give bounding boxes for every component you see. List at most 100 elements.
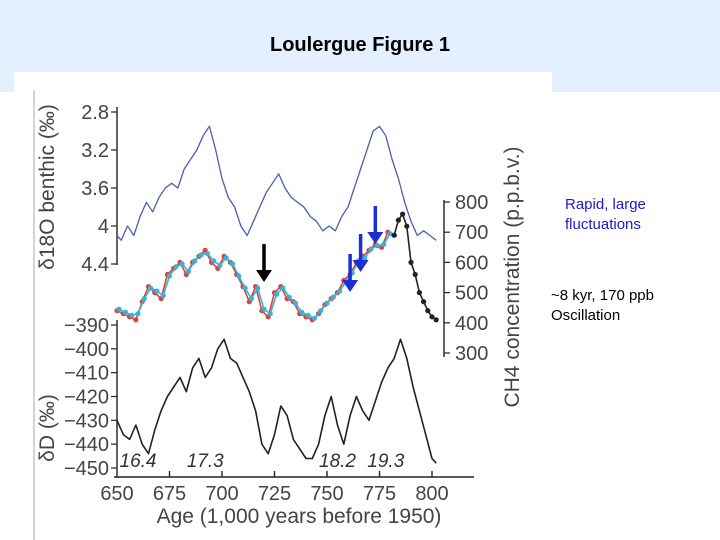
black-arrow-head: [256, 270, 272, 282]
note-rapid-fluctuations: Rapid, large fluctuations: [565, 195, 646, 235]
ch4-data-point: [408, 259, 414, 265]
ch4-data-point: [412, 271, 418, 278]
ch4-data-point: [242, 285, 248, 291]
ch4-data-point: [311, 315, 317, 321]
ch4-data-point: [400, 211, 406, 217]
ch4-tick-label: 300: [455, 343, 488, 365]
figure-panel: 650 675 700 725 750 775 800 Age (1,000 years be…: [14, 72, 552, 540]
ch4-data-point: [280, 285, 286, 291]
ch4-data-point: [299, 309, 305, 315]
dD-series-line: [116, 338, 437, 464]
ch4-data-point: [395, 217, 401, 223]
ch4-tick-label: 800: [455, 192, 488, 214]
dD-tick-label: −440: [64, 434, 109, 456]
note-rapid-line-2: fluctuations: [565, 216, 641, 233]
ch4-tick-label: 600: [455, 252, 488, 274]
benthic-tick-label: 3.2: [81, 140, 109, 162]
age-annotation: 17.3: [187, 451, 224, 472]
dD-tick-label: −450: [64, 458, 109, 480]
ch4-data-point: [416, 290, 422, 296]
slide-title: Loulergue Figure 1: [269, 34, 451, 56]
dD-tick-label: −400: [64, 339, 109, 361]
ch4-tick-label: 400: [455, 313, 488, 335]
x-tick-label: 700: [205, 483, 238, 505]
ch4-data-point: [116, 306, 122, 312]
ch4-data-point: [129, 312, 135, 318]
x-tick-label: 775: [363, 483, 396, 505]
ch4-data-point: [274, 291, 280, 297]
benthic-tick-label: 4: [98, 216, 109, 238]
ch4-data-point: [391, 232, 397, 238]
ch4-data-point: [429, 314, 435, 320]
note-rapid-line-1: Rapid, large: [565, 196, 646, 213]
benthic-tick-label: 4.4: [81, 254, 109, 276]
x-axis-label: Age (1,000 years before 1950): [157, 505, 442, 528]
ch4-data-point: [305, 312, 311, 318]
x-tick-label: 650: [100, 483, 133, 505]
ch4-data-point: [154, 288, 160, 294]
blue-arrow-head: [367, 232, 384, 244]
x-tick-label: 800: [415, 483, 448, 505]
x-tick-label: 750: [310, 483, 343, 505]
ch4-data-point: [330, 294, 336, 300]
x-tick-label: 725: [258, 483, 291, 505]
x-tick-label: 675: [153, 483, 186, 505]
ch4-data-point: [185, 268, 191, 275]
note-oscillation: ~8 kyr, 170 ppb Oscillation: [551, 286, 654, 326]
note-osc-line-2: Oscillation: [551, 307, 621, 324]
ch4-data-point: [261, 306, 267, 312]
ch4-data-point: [433, 317, 439, 323]
ch4-series-red: [116, 231, 395, 321]
ch4-data-point: [381, 241, 387, 247]
ch4-data-point: [362, 255, 368, 261]
ch4-data-point: [122, 309, 128, 315]
dD-tick-label: −410: [64, 363, 109, 385]
ch4-data-point: [192, 258, 198, 264]
age-annotation: 16.4: [120, 451, 157, 472]
ch4-data-point: [179, 261, 185, 267]
ch4-data-point: [292, 300, 299, 306]
note-osc-line-1: ~8 kyr, 170 ppb: [551, 287, 654, 304]
ch4-data-point: [148, 285, 154, 291]
ch4-data-point: [211, 258, 217, 264]
benthic-axis-label: δ18O benthic (‰): [36, 104, 59, 270]
benthic-tick-label: 2.8: [81, 102, 109, 124]
dD-tick-label: −390: [64, 315, 109, 337]
ch4-data-point: [404, 223, 410, 229]
ch4-data-point: [421, 299, 427, 305]
ch4-data-point: [318, 308, 324, 314]
ch4-data-point: [337, 288, 343, 294]
ch4-data-point: [387, 231, 393, 237]
ch4-data-point: [204, 250, 210, 256]
ch4-data-point: [324, 300, 330, 306]
blue-arrow-head: [342, 280, 359, 292]
ch4-data-point: [160, 293, 166, 299]
dD-tick-label: −420: [64, 387, 109, 409]
benthic-tick-label: 3.6: [81, 178, 109, 200]
ch4-data-point: [248, 296, 254, 302]
ch4-axis-label: CH4 concentration (p.p.b.v.): [501, 146, 524, 407]
dD-axis-label: δD (‰): [36, 394, 59, 462]
ch4-data-point: [173, 264, 179, 270]
age-annotation: 19.3: [367, 451, 404, 472]
ch4-data-point: [286, 294, 292, 300]
ch4-data-point: [217, 262, 223, 268]
ch4-data-point: [425, 308, 431, 314]
blue-arrow-head: [352, 260, 369, 272]
ch4-data-point: [236, 273, 242, 279]
ch4-data-point: [229, 261, 236, 267]
age-annotation: 18.2: [319, 451, 356, 472]
benthic-series-line: [116, 125, 437, 241]
ch4-data-point: [223, 255, 229, 261]
ch4-data-point: [267, 311, 273, 317]
ch4-tick-label: 500: [455, 283, 488, 305]
ch4-data-point: [166, 273, 173, 279]
ch4-data-point: [368, 246, 374, 252]
dD-tick-label: −430: [64, 410, 109, 432]
ch4-tick-label: 700: [455, 222, 488, 244]
ch4-data-point: [133, 317, 139, 323]
ch4-data-point: [141, 296, 147, 302]
ch4-data-point: [374, 243, 380, 249]
ch4-data-point: [198, 252, 204, 258]
